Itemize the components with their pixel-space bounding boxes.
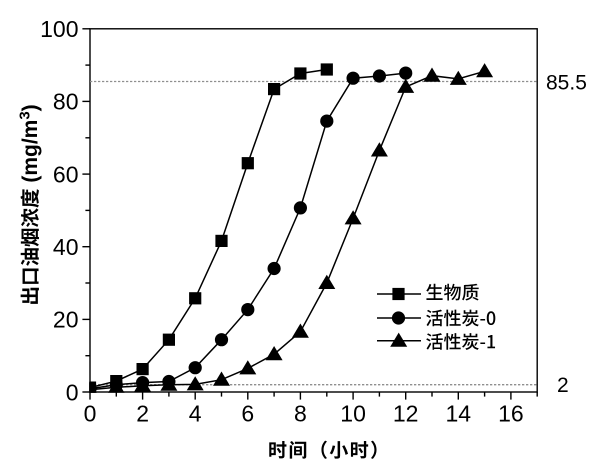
- svg-text:12: 12: [393, 401, 419, 427]
- svg-text:14: 14: [446, 401, 472, 427]
- svg-text:4: 4: [189, 401, 202, 427]
- svg-text:85.5: 85.5: [546, 72, 587, 95]
- svg-text:8: 8: [294, 401, 307, 427]
- svg-text:16: 16: [498, 401, 524, 427]
- svg-text:20: 20: [53, 307, 79, 333]
- svg-text:80: 80: [53, 89, 79, 115]
- svg-text:2: 2: [136, 401, 149, 427]
- svg-text:0: 0: [84, 401, 97, 427]
- svg-text:10: 10: [340, 401, 366, 427]
- svg-text:60: 60: [53, 161, 79, 187]
- svg-text:2: 2: [557, 374, 569, 397]
- svg-text:6: 6: [241, 401, 254, 427]
- svg-text:40: 40: [53, 234, 79, 260]
- svg-text:100: 100: [40, 16, 78, 42]
- svg-text:0: 0: [66, 379, 79, 405]
